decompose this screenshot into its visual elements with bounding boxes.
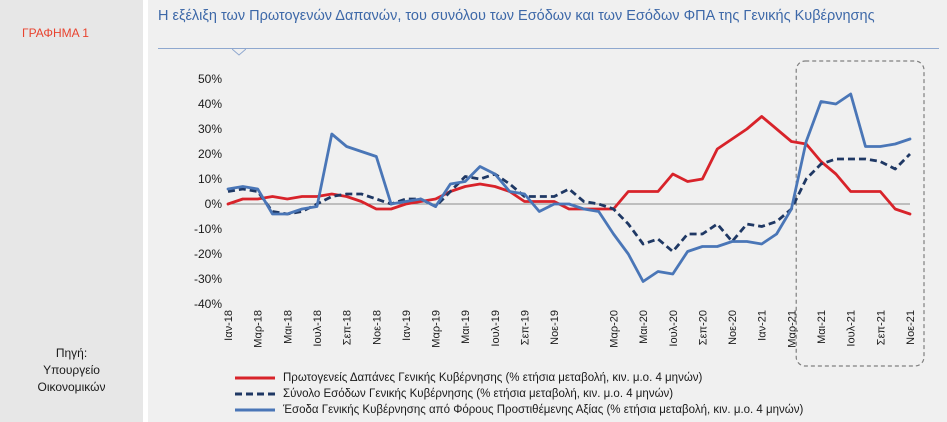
y-tick-label: 50% bbox=[198, 72, 222, 86]
chart-legend: Πρωτογενείς Δαπάνες Γενικής Κυβέρνησης (… bbox=[233, 370, 803, 418]
source-line-1: Υπουργείο bbox=[43, 363, 100, 377]
legend-swatch bbox=[235, 376, 275, 380]
highlight-box bbox=[795, 60, 925, 367]
x-tick-label: Μαρ-21 bbox=[786, 310, 798, 348]
x-tick-label: Ιουλ-18 bbox=[312, 310, 324, 347]
legend-label: Έσοδα Γενικής Κυβέρνησης από Φόρους Προσ… bbox=[283, 404, 804, 416]
legend-swatch bbox=[235, 408, 275, 412]
x-tick-label: Νοε-19 bbox=[549, 310, 561, 345]
x-tick-label: Μαρ-18 bbox=[253, 310, 265, 348]
line-chart: -40% -30% -20% -10% 0% 10% 20% 30% 40% 50% Ιαν-18 Μ… bbox=[194, 60, 925, 367]
x-tick-label: Σεπ-18 bbox=[342, 310, 354, 345]
x-tick-label: Μαι-20 bbox=[638, 310, 650, 344]
x-tick-label: Ιαν-18 bbox=[223, 310, 235, 341]
y-tick-label: -40% bbox=[194, 297, 222, 311]
y-tick-label: 30% bbox=[198, 122, 222, 136]
x-tick-label: Ιαν-19 bbox=[401, 310, 413, 341]
figure-label: ΓΡΑΦΗΜΑ 1 bbox=[22, 26, 89, 40]
y-tick-label: 0% bbox=[205, 197, 223, 211]
x-tick-label: Μαι-21 bbox=[816, 310, 828, 344]
line-series-total-revenue bbox=[227, 153, 911, 253]
x-tick-label: Ιουλ-20 bbox=[668, 310, 680, 347]
x-tick-label: Σεπ-21 bbox=[875, 310, 887, 345]
x-tick-label: Μαρ-19 bbox=[431, 310, 443, 348]
title-underline bbox=[158, 48, 939, 49]
source-line-2: Οικονομικών bbox=[37, 380, 106, 394]
legend-label: Πρωτογενείς Δαπάνες Γενικής Κυβέρνησης (… bbox=[283, 372, 703, 384]
x-tick-label: Νοε-20 bbox=[727, 310, 739, 345]
legend-swatch bbox=[235, 392, 275, 396]
title-notch-icon bbox=[232, 49, 246, 56]
y-tick-label: -30% bbox=[194, 272, 222, 286]
x-tick-label: Ιαν-21 bbox=[757, 310, 769, 341]
y-tick-label: 10% bbox=[198, 172, 222, 186]
source-label: Πηγή: bbox=[55, 346, 88, 360]
x-tick-label: Νοε-18 bbox=[371, 310, 383, 345]
y-tick-label: -10% bbox=[194, 222, 222, 236]
legend-vat-revenue: Έσοδα Γενικής Κυβέρνησης από Φόρους Προσ… bbox=[233, 402, 803, 418]
source-note: Πηγή: Υπουργείο Οικονομικών bbox=[0, 345, 143, 396]
x-tick-label: Ιουλ-19 bbox=[490, 310, 502, 347]
legend-primary-expenditure: Πρωτογενείς Δαπάνες Γενικής Κυβέρνησης (… bbox=[233, 370, 803, 386]
x-tick-label: Ιουλ-21 bbox=[846, 310, 858, 347]
line-series-vat-revenue bbox=[226, 92, 912, 283]
legend-total-revenue: Σύνολο Εσόδων Γενικής Κυβέρνησης (% ετήσ… bbox=[233, 386, 803, 402]
x-tick-label: Σεπ-19 bbox=[520, 310, 532, 345]
y-tick-label: 20% bbox=[198, 147, 222, 161]
x-tick-label: Νοε-21 bbox=[905, 310, 917, 345]
y-tick-label: 40% bbox=[198, 97, 222, 111]
left-panel bbox=[0, 0, 143, 422]
x-tick-label: Μαι-18 bbox=[282, 310, 294, 344]
chart-title: Η εξέλιξη των Πρωτογενών Δαπανών, του συ… bbox=[158, 8, 875, 24]
x-tick-label: Μαρ-20 bbox=[608, 310, 620, 348]
y-tick-label: -20% bbox=[194, 247, 222, 261]
legend-label: Σύνολο Εσόδων Γενικής Κυβέρνησης (% ετήσ… bbox=[283, 388, 674, 400]
x-tick-label: Μαι-19 bbox=[460, 310, 472, 344]
chart-panel bbox=[148, 0, 947, 422]
x-tick-label: Σεπ-20 bbox=[697, 310, 709, 345]
line-series-primary-expenditure bbox=[226, 115, 912, 216]
